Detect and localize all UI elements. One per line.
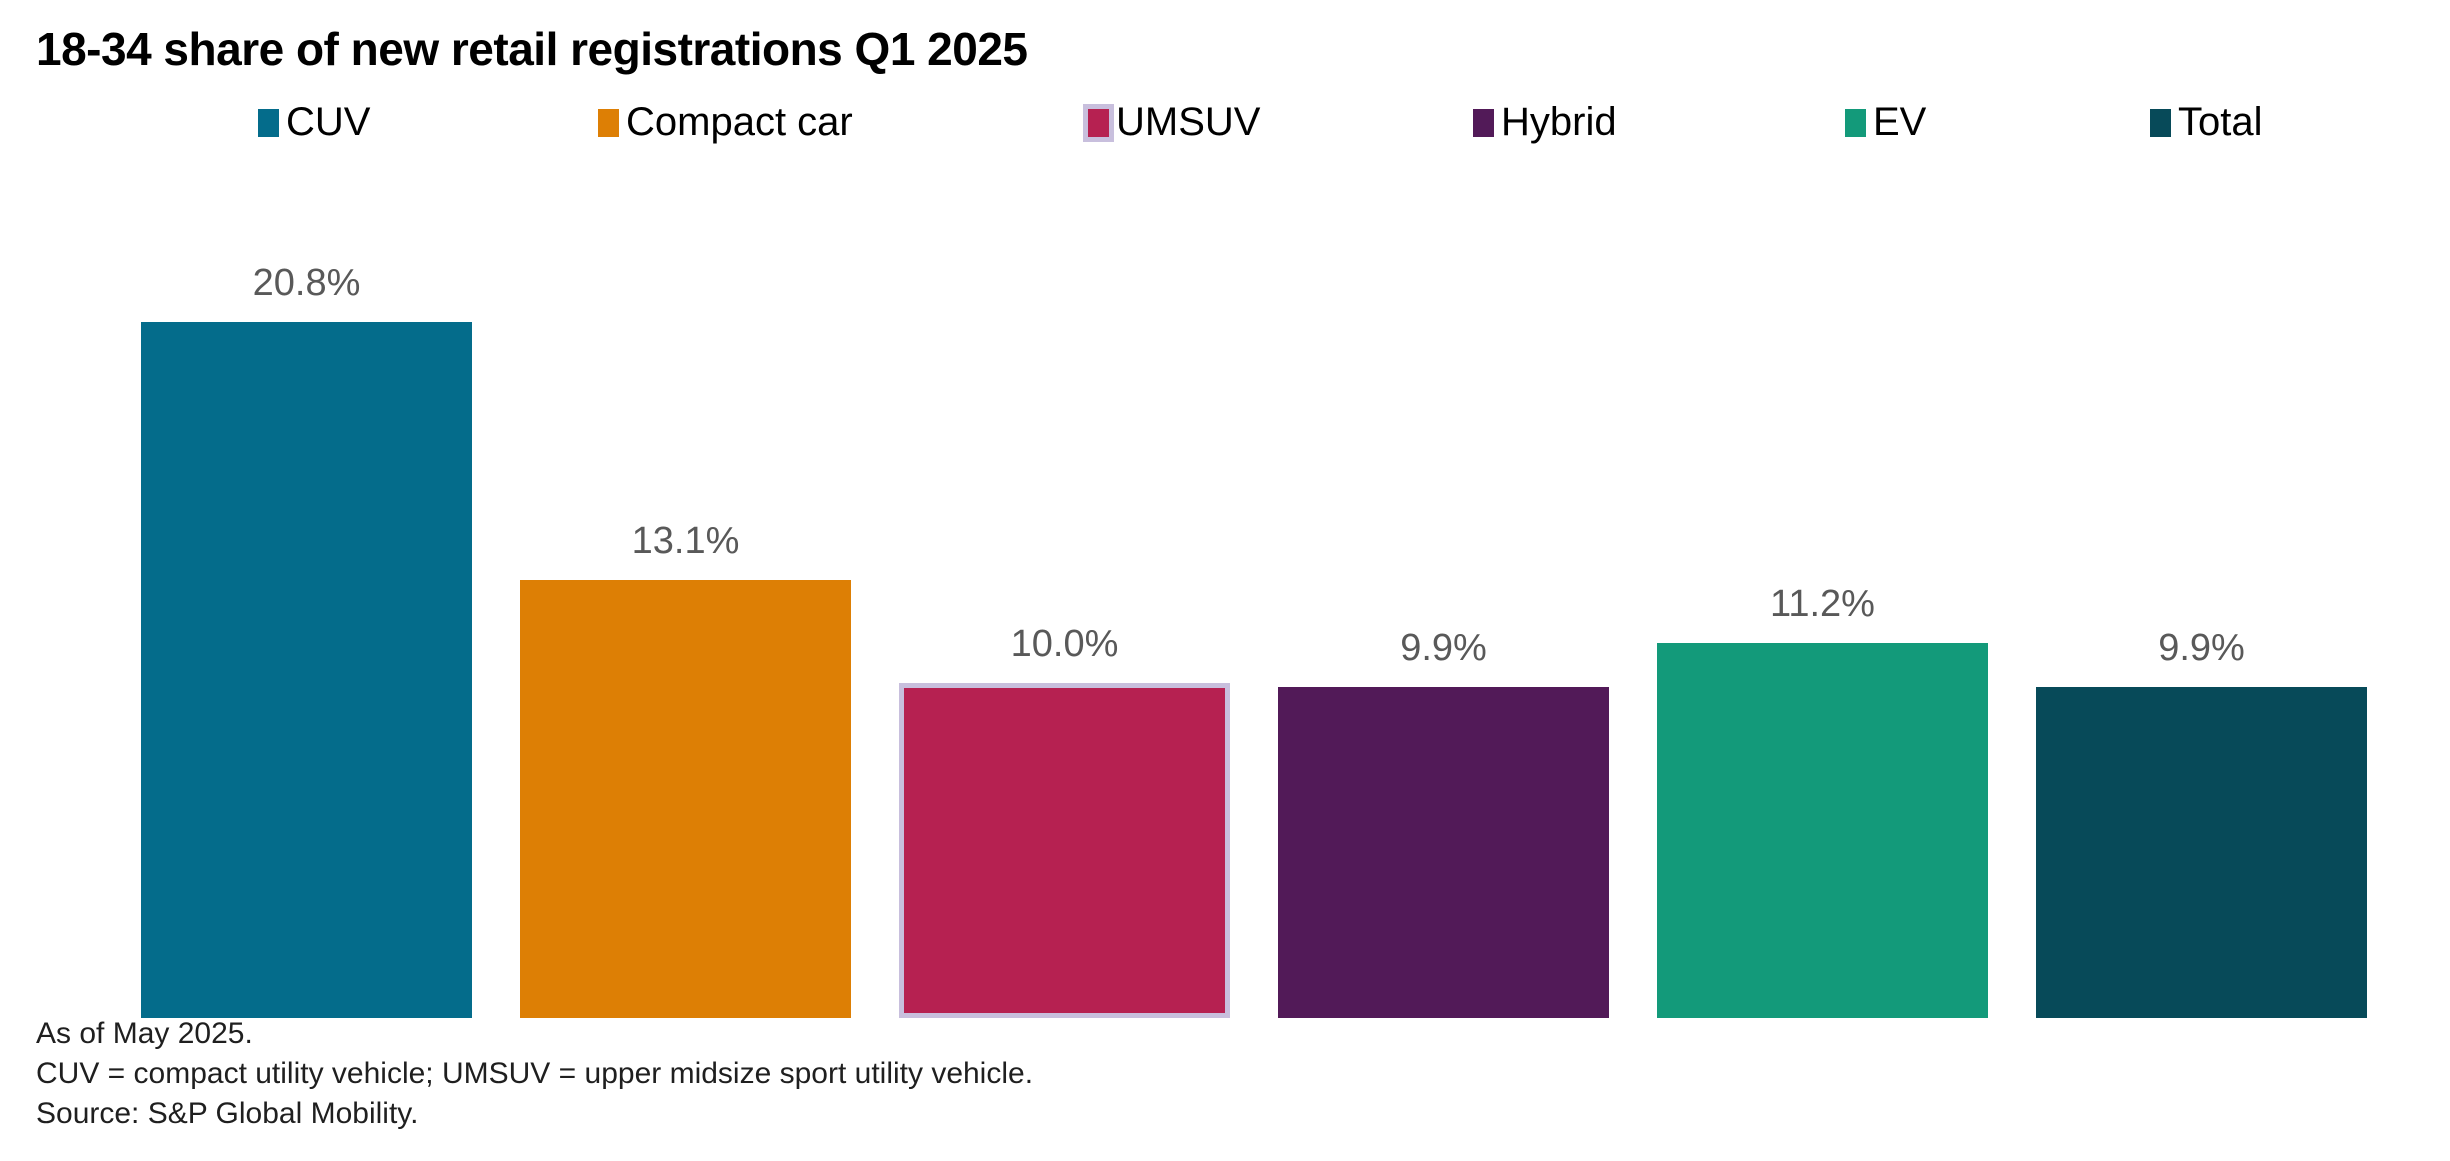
- legend-swatch-hybrid: [1473, 108, 1494, 137]
- legend-label-ev: EV: [1873, 100, 1927, 144]
- legend-item-cuv: CUV: [258, 100, 370, 145]
- legend-item-total: Total: [2150, 100, 2263, 145]
- bar-value-cuv: 20.8%: [252, 262, 361, 304]
- legend-label-umsuv: UMSUV: [1116, 100, 1261, 144]
- bar-hybrid: [1278, 687, 1609, 1018]
- legend-swatch-ev: [1845, 108, 1866, 137]
- legend-item-hybrid: Hybrid: [1473, 100, 1617, 145]
- footnote-as-of: As of May 2025.: [36, 1017, 253, 1050]
- bar-value-compact-car: 13.1%: [631, 520, 740, 562]
- legend-item-compact-car: Compact car: [598, 100, 853, 145]
- chart-title: 18-34 share of new retail registrations …: [36, 23, 1028, 75]
- legend-item-ev: EV: [1845, 100, 1926, 145]
- legend-label-hybrid: Hybrid: [1501, 100, 1617, 144]
- bar-value-umsuv: 10.0%: [1010, 623, 1119, 665]
- legend-item-umsuv: UMSUV: [1083, 100, 1261, 145]
- chart-footnotes: As of May 2025. CUV = compact utility ve…: [36, 1014, 1033, 1134]
- legend-swatch-total: [2150, 108, 2171, 137]
- legend-swatch-umsuv: [1083, 103, 1114, 142]
- legend-swatch-compact-car: [598, 108, 619, 137]
- bar-value-ev: 11.2%: [1770, 583, 1875, 625]
- footnote-source: Source: S&P Global Mobility.: [36, 1097, 419, 1130]
- bar-ev: [1657, 643, 1988, 1018]
- bar-total: [2036, 687, 2367, 1018]
- bar-cuv: [141, 322, 472, 1018]
- bar-value-hybrid: 9.9%: [1400, 627, 1487, 669]
- footnote-definitions: CUV = compact utility vehicle; UMSUV = u…: [36, 1057, 1034, 1090]
- legend-swatch-cuv: [258, 108, 279, 137]
- legend-label-compact-car: Compact car: [626, 100, 853, 144]
- legend-label-total: Total: [2178, 100, 2263, 144]
- bar-compact-car: [520, 580, 851, 1018]
- bar-value-total: 9.9%: [2158, 627, 2245, 669]
- legend-label-cuv: CUV: [286, 100, 371, 144]
- bar-umsuv: [899, 683, 1230, 1018]
